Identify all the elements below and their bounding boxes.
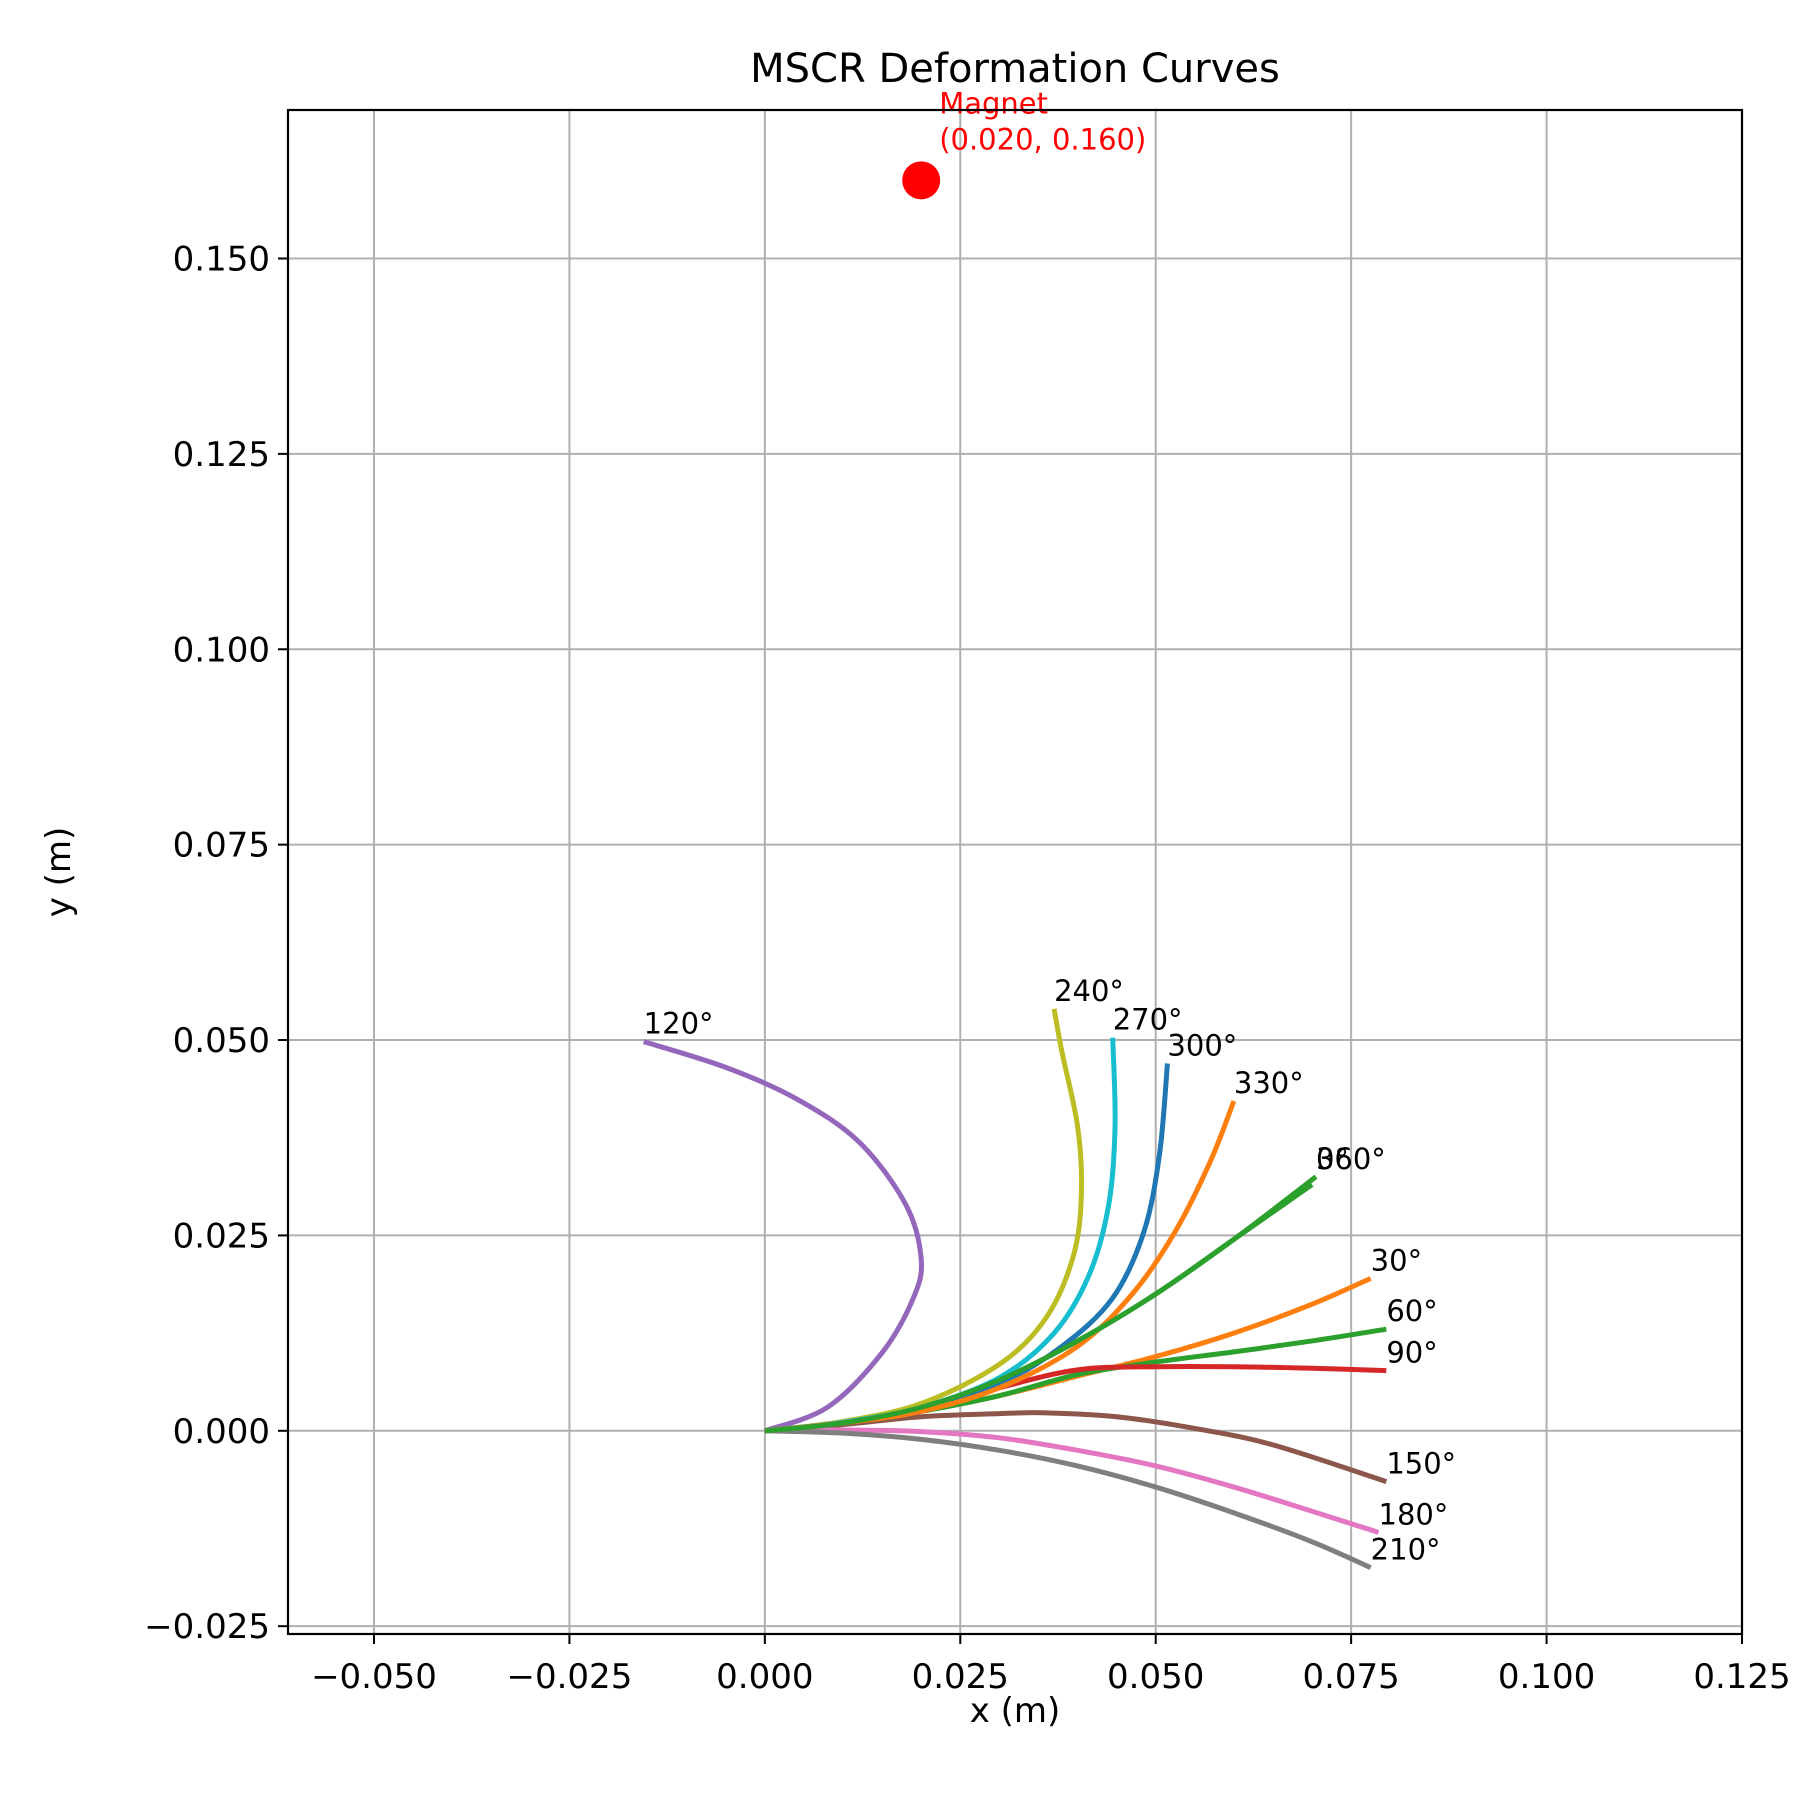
curve-label-150-deg: 150°: [1386, 1447, 1456, 1481]
curve-label-120-deg: 120°: [644, 1007, 714, 1041]
x-tick-label: 0.025: [912, 1657, 1009, 1697]
curve-label-240-deg: 240°: [1054, 974, 1124, 1008]
y-tick-label: 0.000: [173, 1412, 270, 1452]
curve-label-360-deg: 360°: [1316, 1142, 1386, 1176]
x-tick-label: 0.100: [1498, 1657, 1595, 1697]
y-tick-label: −0.025: [144, 1607, 270, 1647]
curve-label-30-deg: 30°: [1371, 1243, 1422, 1277]
y-tick-label: 0.075: [173, 826, 270, 866]
x-tick-label: 0.050: [1107, 1657, 1204, 1697]
magnet-marker-group: Magnet (0.020, 0.160): [902, 86, 1146, 200]
y-axis-title: y (m): [39, 827, 79, 918]
curve-label-330-deg: 330°: [1234, 1066, 1304, 1100]
y-tick-label: 0.050: [173, 1021, 270, 1061]
x-tick-label: 0.000: [716, 1657, 813, 1697]
grid: [288, 110, 1742, 1634]
curve-label-270-deg: 270°: [1113, 1003, 1183, 1037]
plot-frame: [286, 108, 1744, 1636]
x-tick-label: 0.075: [1302, 1657, 1399, 1697]
curve-120-deg: [642, 1039, 924, 1434]
x-tick-label: 0.125: [1693, 1657, 1790, 1697]
magnet-label-name: Magnet: [939, 86, 1048, 120]
chart-title: MSCR Deformation Curves: [750, 46, 1280, 92]
x-axis-title: x (m): [970, 1691, 1061, 1731]
curves: [642, 1008, 1388, 1570]
axis-ticks: −0.050 −0.025 0.000 0.025 0.050 0.075 0.100 0.1…: [144, 239, 1791, 1697]
curve-label-60-deg: 60°: [1386, 1294, 1437, 1328]
curve-360-deg: [764, 1174, 1318, 1434]
y-tick-label: 0.125: [173, 435, 270, 475]
curve-label-90-deg: 90°: [1386, 1336, 1437, 1370]
curve-label-210-deg: 210°: [1371, 1533, 1441, 1567]
curve-210-deg: [764, 1428, 1372, 1570]
curve-label-0-deg: 0°: [1316, 1142, 1349, 1176]
magnet-marker: [902, 161, 941, 200]
curve-180-deg: [764, 1427, 1380, 1535]
x-tick-label: −0.025: [507, 1657, 633, 1697]
curve-label-300-deg: 300°: [1167, 1028, 1237, 1062]
y-tick-label: 0.150: [173, 239, 270, 279]
y-tick-label: 0.100: [173, 630, 270, 670]
x-tick-label: −0.050: [311, 1657, 437, 1697]
magnet-label-coords: (0.020, 0.160): [939, 122, 1146, 156]
curve-labels: 0° 30° 60° 90° 120° 150° 180°210° 240°270°300° 3…: [644, 974, 1456, 1567]
y-tick-label: 0.025: [173, 1216, 270, 1256]
curve-label-180-deg: 180°: [1379, 1497, 1449, 1531]
